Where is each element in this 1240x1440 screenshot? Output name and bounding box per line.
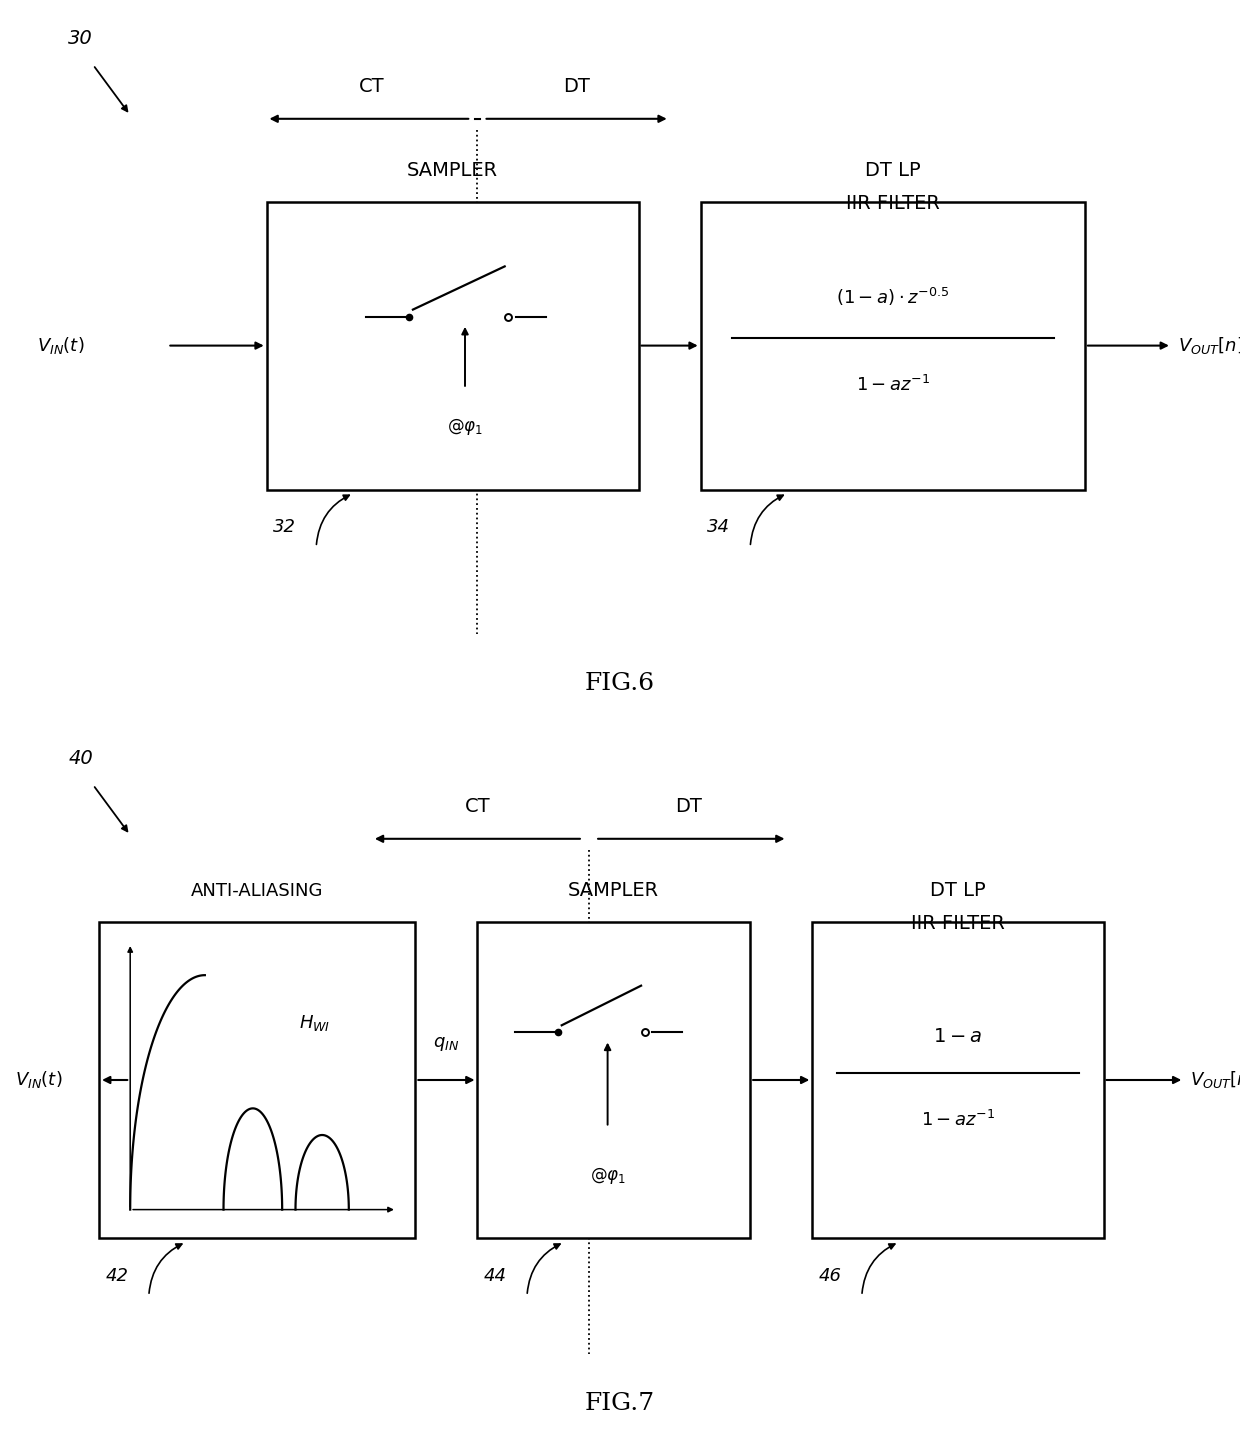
Text: FIG.6: FIG.6	[585, 672, 655, 696]
Text: DT: DT	[675, 796, 702, 816]
Text: $V_{OUT}[n]$: $V_{OUT}[n]$	[1178, 336, 1240, 356]
Bar	[267, 202, 639, 490]
Text: 44: 44	[484, 1267, 507, 1284]
Text: $1-a$: $1-a$	[934, 1027, 982, 1047]
Text: IIR FILTER: IIR FILTER	[911, 914, 1004, 933]
FancyArrowPatch shape	[316, 495, 350, 544]
Text: $(1-a)\cdot z^{-0.5}$: $(1-a)\cdot z^{-0.5}$	[836, 285, 950, 308]
Text: 32: 32	[273, 518, 296, 536]
Text: 46: 46	[818, 1267, 842, 1284]
Text: $H_{WI}$: $H_{WI}$	[299, 1012, 330, 1032]
Text: DT LP: DT LP	[866, 161, 920, 180]
FancyArrowPatch shape	[527, 1244, 560, 1293]
Bar	[812, 922, 1104, 1238]
FancyArrowPatch shape	[862, 1244, 895, 1293]
Bar	[477, 922, 750, 1238]
Text: CT: CT	[465, 796, 490, 816]
Text: 30: 30	[68, 29, 93, 48]
Text: SAMPLER: SAMPLER	[568, 881, 660, 900]
Text: $q_{IN}$: $q_{IN}$	[433, 1035, 460, 1053]
Text: FIG.7: FIG.7	[585, 1392, 655, 1416]
Bar	[99, 922, 415, 1238]
Text: 40: 40	[68, 749, 93, 768]
Text: 34: 34	[707, 518, 730, 536]
Text: IIR FILTER: IIR FILTER	[846, 194, 940, 213]
Text: SAMPLER: SAMPLER	[407, 161, 498, 180]
Text: ANTI-ALIASING: ANTI-ALIASING	[191, 881, 324, 900]
Text: $V_{IN}(t)$: $V_{IN}(t)$	[15, 1070, 62, 1090]
Text: 42: 42	[105, 1267, 129, 1284]
Text: @$\varphi_1$: @$\varphi_1$	[446, 416, 484, 436]
FancyArrowPatch shape	[149, 1244, 182, 1293]
Text: @$\varphi_1$: @$\varphi_1$	[589, 1165, 626, 1185]
Text: $1-az^{-1}$: $1-az^{-1}$	[856, 376, 930, 395]
Text: CT: CT	[360, 76, 384, 96]
Text: DT LP: DT LP	[930, 881, 986, 900]
FancyArrowPatch shape	[750, 495, 784, 544]
Text: DT: DT	[563, 76, 590, 96]
Text: $V_{OUT}[n]$: $V_{OUT}[n]$	[1190, 1070, 1240, 1090]
Text: $1-az^{-1}$: $1-az^{-1}$	[921, 1110, 994, 1129]
Text: $V_{IN}(t)$: $V_{IN}(t)$	[37, 336, 84, 356]
Bar	[701, 202, 1085, 490]
